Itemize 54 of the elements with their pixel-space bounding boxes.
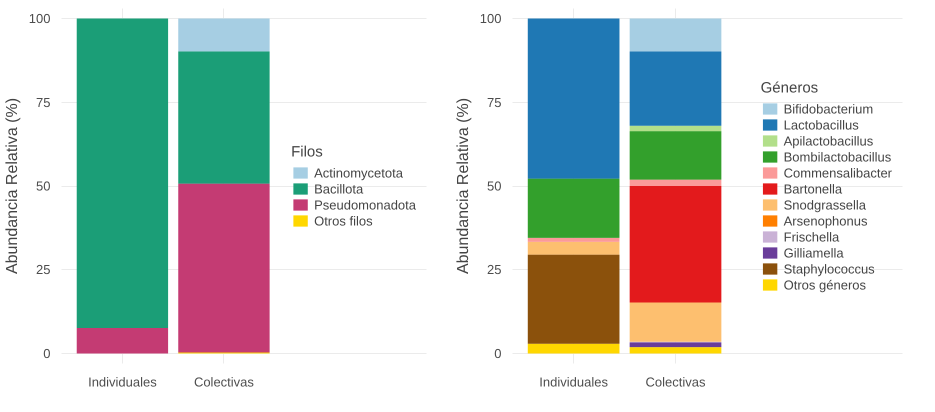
bar (630, 18, 722, 52)
bar (178, 184, 270, 352)
x-tick-label: Colectivas (194, 374, 254, 390)
legend-label: Apilactobacillus (784, 133, 874, 148)
y-tick-label: 100 (480, 11, 502, 26)
legend-label: Actinomycetota (314, 165, 403, 180)
x-tick-label: Colectivas (646, 374, 706, 390)
x-tick-label: Individuales (88, 374, 158, 390)
legend-label: Frischella (784, 229, 840, 244)
bar (76, 328, 168, 354)
y-axis-title: Abundancia Relativa (%) (454, 98, 472, 274)
y-tick-label: 0 (43, 346, 51, 361)
y-tick-label: 100 (28, 11, 51, 26)
legend-label: Bifidobacterium (784, 101, 874, 116)
x-tick-label: Individuales (539, 374, 608, 390)
bar (630, 342, 722, 348)
legend-label: Otros filos (314, 213, 373, 228)
bar (630, 51, 722, 126)
legend-label: Bacillota (314, 181, 364, 196)
bar (528, 238, 620, 242)
y-tick-label: 75 (36, 94, 51, 110)
bar (528, 18, 620, 179)
bar (630, 126, 722, 132)
bar (528, 242, 620, 255)
bar (76, 18, 168, 328)
legend-label: Pseudomonadota (314, 197, 416, 212)
y-axis-title: Abundancia Relativa (%) (4, 98, 21, 274)
legend-title: Géneros (760, 79, 820, 96)
legend-label: Bombilactobacillus (784, 149, 892, 164)
legend-label: Commensalibacter (784, 165, 892, 180)
y-tick-label: 50 (36, 178, 51, 194)
bar (630, 302, 722, 342)
legend-label: Snodgrassella (784, 197, 866, 212)
legend-label: Gilliamella (784, 245, 844, 260)
bar (630, 180, 722, 186)
bar (630, 186, 722, 303)
bar (178, 51, 270, 184)
legend-label: Arsenophonus (784, 213, 868, 228)
y-tick-label: 0 (494, 346, 502, 361)
legend-title: Filos (291, 143, 324, 160)
bar (528, 344, 620, 354)
legend-label: Staphylococcus (784, 261, 875, 276)
legend-label: Otros géneros (784, 277, 866, 292)
y-tick-label: 75 (487, 94, 502, 110)
bar (528, 254, 620, 344)
bar (630, 347, 722, 354)
y-tick-label: 50 (487, 178, 502, 194)
y-tick-label: 25 (36, 262, 51, 278)
bar (528, 178, 620, 238)
legend-label: Bartonella (784, 181, 842, 196)
bar (630, 131, 722, 180)
legend-label: Lactobacillus (784, 117, 859, 132)
bar (178, 18, 270, 52)
y-tick-label: 25 (487, 262, 502, 278)
